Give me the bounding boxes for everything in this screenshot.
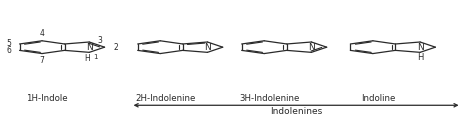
Text: 1H-Indole: 1H-Indole bbox=[27, 94, 68, 103]
Text: 4: 4 bbox=[40, 30, 45, 38]
Text: H: H bbox=[84, 54, 90, 63]
Text: 6: 6 bbox=[6, 46, 11, 55]
Text: 2H-Indolenine: 2H-Indolenine bbox=[135, 94, 196, 103]
Text: 7: 7 bbox=[40, 56, 45, 65]
Text: 3H-Indolenine: 3H-Indolenine bbox=[239, 94, 300, 103]
Text: N: N bbox=[308, 43, 315, 52]
Text: H: H bbox=[417, 53, 423, 62]
Text: N: N bbox=[204, 43, 211, 52]
Text: 5: 5 bbox=[6, 39, 11, 48]
Text: 3: 3 bbox=[98, 36, 103, 45]
Text: Indoline: Indoline bbox=[361, 94, 395, 103]
Text: 2: 2 bbox=[113, 43, 118, 52]
Text: N: N bbox=[417, 42, 423, 52]
Text: N: N bbox=[86, 43, 92, 52]
Text: Indolenines: Indolenines bbox=[270, 107, 322, 116]
Text: 1: 1 bbox=[93, 54, 98, 60]
